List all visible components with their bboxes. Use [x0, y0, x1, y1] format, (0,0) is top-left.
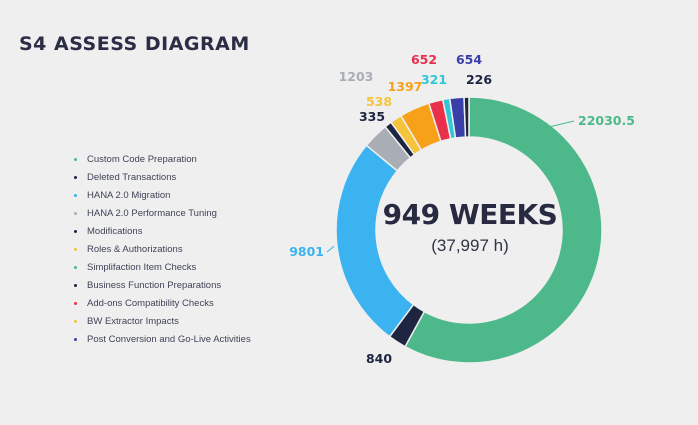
legend-item: BW Extractor Impacts: [74, 312, 251, 330]
slice-value-label: 538: [366, 94, 392, 109]
legend-label: Deleted Transactions: [87, 171, 177, 183]
legend-dot: [74, 229, 77, 233]
legend-item: Add-ons Compatibility Checks: [74, 294, 251, 312]
legend-label: Roles & Authorizations: [87, 243, 183, 255]
legend-label: Simplifaction Item Checks: [87, 261, 197, 273]
slice-value-label: 321: [421, 72, 447, 87]
legend-label: Custom Code Preparation: [87, 153, 197, 165]
slice-value-label: 1397: [388, 79, 423, 94]
legend-label: Add-ons Compatibility Checks: [87, 297, 214, 309]
label-leader-line: [326, 245, 335, 253]
legend-item: Modifications: [74, 222, 251, 240]
label-leader-line: [539, 120, 575, 130]
legend-label: HANA 2.0 Performance Tuning: [87, 207, 217, 219]
slice-value-label: 226: [466, 72, 492, 87]
center-total-hours: (37,997 h): [431, 236, 509, 255]
slice-value-label: 654: [456, 52, 482, 67]
legend-label: BW Extractor Impacts: [87, 315, 179, 327]
legend-item: Business Function Preparations: [74, 276, 251, 294]
legend-dot: [74, 319, 77, 323]
slice-value-label: 840: [366, 351, 392, 366]
slice-value-label: 1203: [339, 69, 374, 84]
legend-dot: [74, 193, 77, 197]
legend-item: Roles & Authorizations: [74, 240, 251, 258]
chart-legend: Custom Code Preparation Deleted Transacti…: [74, 150, 251, 348]
legend-dot: [74, 283, 77, 287]
legend-dot: [74, 175, 77, 179]
legend-item: HANA 2.0 Migration: [74, 186, 251, 204]
page-title: S4 ASSESS DIAGRAM: [19, 33, 250, 55]
legend-dot: [74, 337, 77, 341]
legend-dot: [74, 301, 77, 305]
legend-dot: [74, 211, 77, 215]
legend-label: HANA 2.0 Migration: [87, 189, 171, 201]
legend-dot: [74, 157, 77, 161]
legend-item: Simplifaction Item Checks: [74, 258, 251, 276]
legend-item: Custom Code Preparation: [74, 150, 251, 168]
legend-dot: [74, 265, 77, 269]
slice-value-label: 335: [359, 109, 385, 124]
slice-value-label: 9801: [289, 244, 324, 259]
slice-value-label: 22030.5: [578, 113, 635, 128]
legend-dot: [74, 247, 77, 251]
legend-label: Business Function Preparations: [87, 279, 222, 291]
legend-item: Post Conversion and Go-Live Activities: [74, 330, 251, 348]
center-total-weeks: 949 WEEKS: [382, 198, 558, 231]
donut-slice: [404, 96, 603, 364]
slice-value-label: 652: [411, 52, 437, 67]
donut-slice: [463, 96, 470, 138]
legend-item: Deleted Transactions: [74, 168, 251, 186]
legend-label: Post Conversion and Go-Live Activities: [87, 333, 251, 345]
legend-label: Modifications: [87, 225, 143, 237]
legend-item: HANA 2.0 Performance Tuning: [74, 204, 251, 222]
